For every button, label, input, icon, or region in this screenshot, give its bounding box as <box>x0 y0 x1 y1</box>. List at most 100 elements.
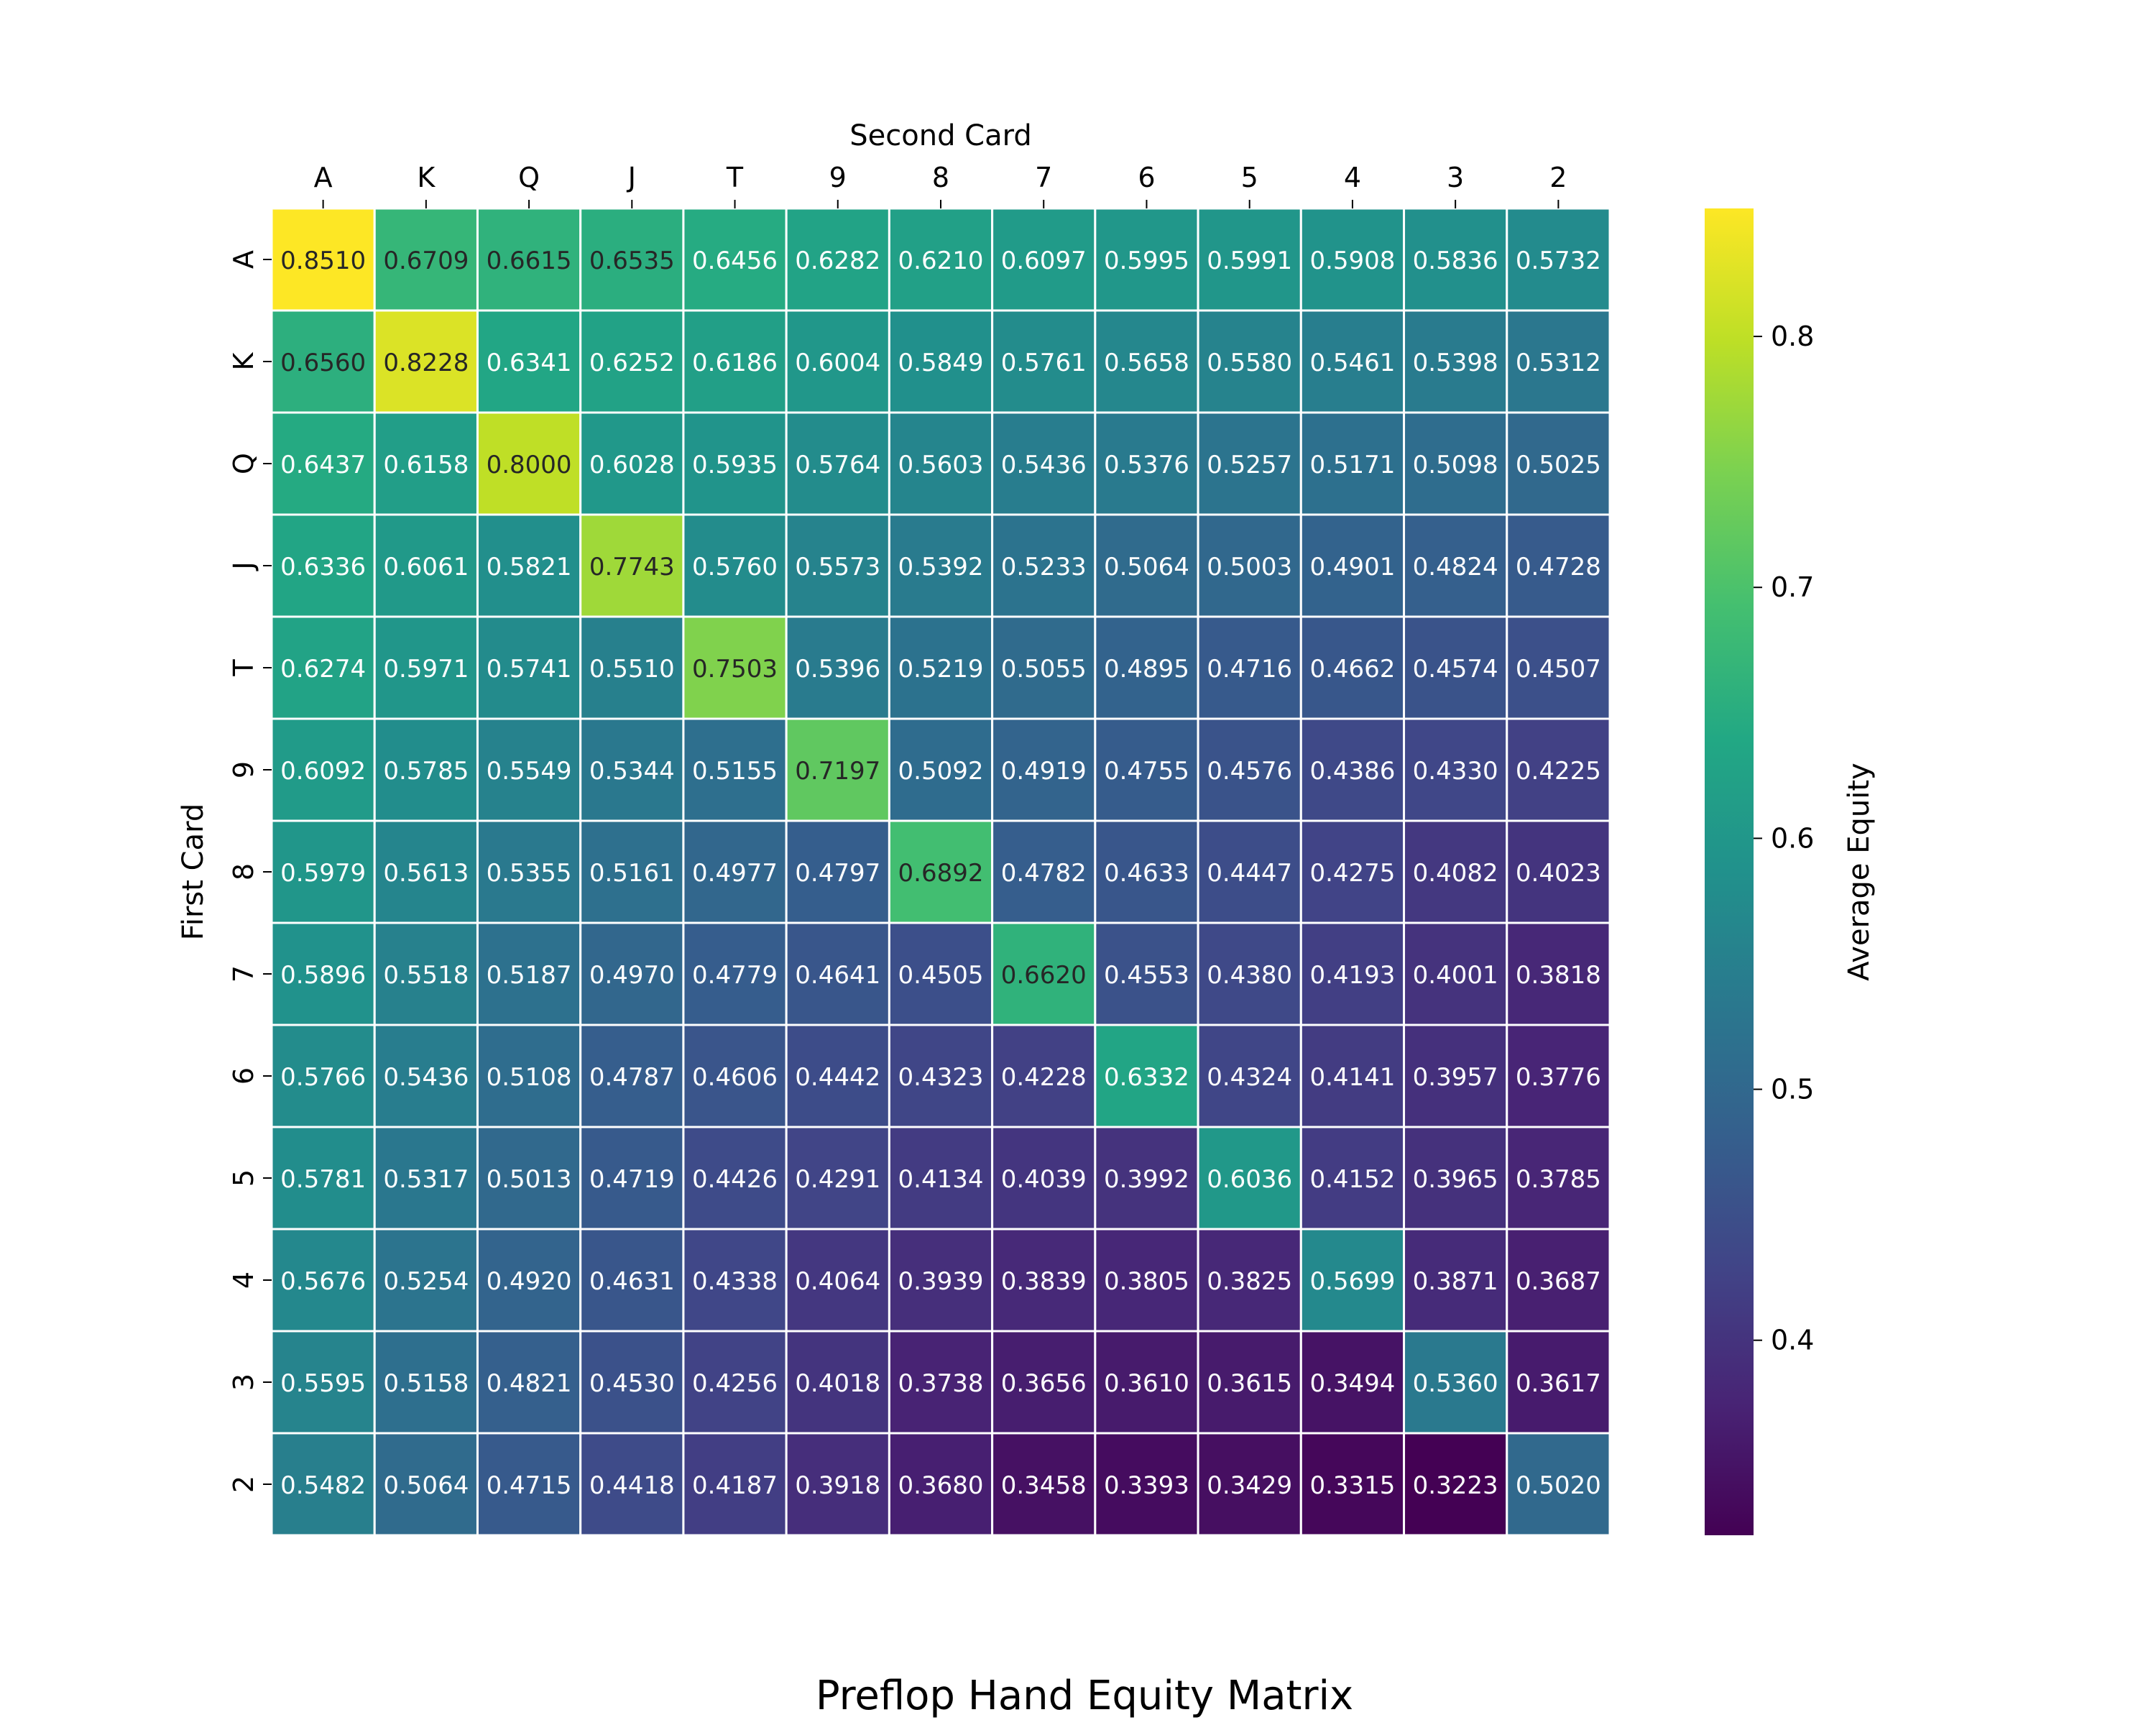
cell-value-label: 0.6709 <box>383 247 469 275</box>
cell-value-label: 0.5392 <box>898 553 984 581</box>
heatmap-cell <box>1197 1432 1302 1537</box>
heatmap-cell <box>476 717 582 822</box>
cell-value-label: 0.8000 <box>487 451 572 479</box>
heatmap-cell <box>476 615 582 720</box>
cell-value-label: 0.5603 <box>898 451 984 479</box>
cell-value-label: 0.4641 <box>795 961 880 990</box>
heatmap-cell <box>270 207 376 312</box>
x-tick-label: 8 <box>932 162 949 193</box>
heatmap-cell <box>579 513 685 618</box>
cell-value-label: 0.4755 <box>1104 757 1189 786</box>
cell-value-label: 0.4338 <box>692 1267 778 1296</box>
colorbar: 0.4 0.5 0.6 0.7 0.8 <box>1705 208 1814 1535</box>
heatmap-cell <box>1094 1228 1199 1333</box>
cell-value-label: 0.5064 <box>1104 553 1189 581</box>
heatmap-cell <box>1299 717 1406 822</box>
cell-value-label: 0.3615 <box>1207 1369 1292 1398</box>
cell-value-label: 0.4001 <box>1413 961 1498 990</box>
heatmap-cell <box>785 309 890 414</box>
heatmap-cell <box>1094 309 1199 414</box>
cell-value-label: 0.6282 <box>795 247 880 275</box>
cell-value-label: 0.5398 <box>1413 349 1498 377</box>
heatmap-cell <box>888 513 994 618</box>
x-tick-label: Q <box>518 162 540 193</box>
heatmap-cell <box>682 1330 788 1435</box>
cell-value-label: 0.5257 <box>1207 451 1292 479</box>
heatmap-cell <box>1403 717 1508 822</box>
heatmap-cell <box>579 921 685 1026</box>
cell-value-label: 0.4920 <box>487 1267 572 1296</box>
cell-value-label: 0.4576 <box>1207 757 1292 786</box>
cell-value-label: 0.5020 <box>1516 1471 1601 1500</box>
heatmap-cell <box>476 411 582 516</box>
heatmap-cell <box>1197 309 1302 414</box>
cell-value-label: 0.4507 <box>1516 655 1601 684</box>
cell-value-label: 0.5482 <box>280 1471 366 1500</box>
heatmap-cell <box>991 1330 1097 1435</box>
heatmap-cell <box>1403 615 1508 720</box>
heatmap-cell <box>373 411 479 516</box>
cell-value-label: 0.4418 <box>589 1471 675 1500</box>
heatmap-cell <box>1506 1228 1611 1333</box>
heatmap-cell <box>785 921 890 1026</box>
x-axis-label: Second Card <box>849 119 1032 152</box>
x-tick-label: 5 <box>1241 162 1258 193</box>
cell-value-label: 0.3957 <box>1413 1063 1498 1092</box>
heatmap-cell <box>1299 1126 1406 1230</box>
cell-value-label: 0.4082 <box>1413 859 1498 888</box>
heatmap-cell <box>785 1432 890 1537</box>
colorbar-label: Average Equity <box>1843 763 1876 980</box>
heatmap-cell <box>1506 411 1611 516</box>
heatmap-cell <box>270 1432 376 1537</box>
cell-value-label: 0.5595 <box>280 1369 366 1398</box>
cell-value-label: 0.8228 <box>383 349 469 377</box>
cell-value-label: 0.3458 <box>1001 1471 1087 1500</box>
heatmap-cell <box>373 1228 479 1333</box>
cell-value-label: 0.7503 <box>692 655 778 684</box>
cell-value-label: 0.3776 <box>1516 1063 1601 1092</box>
cell-value-label: 0.3992 <box>1104 1165 1189 1194</box>
cell-value-label: 0.4782 <box>1001 859 1087 888</box>
cell-value-label: 0.5161 <box>589 859 675 888</box>
cell-value-label: 0.5518 <box>383 961 469 990</box>
cell-value-label: 0.3223 <box>1413 1471 1498 1500</box>
y-axis-label: First Card <box>177 804 210 940</box>
cell-value-label: 0.6535 <box>589 247 675 275</box>
x-tick-label: T <box>726 162 744 193</box>
heatmap-cell <box>373 1126 479 1230</box>
cell-value-label: 0.4715 <box>487 1471 572 1500</box>
cell-value-label: 0.4380 <box>1207 961 1292 990</box>
heatmap-cell <box>476 1024 582 1128</box>
cell-value-label: 0.4970 <box>589 961 675 990</box>
cell-value-label: 0.5219 <box>898 655 984 684</box>
cell-value-label: 0.5396 <box>795 655 880 684</box>
cell-value-label: 0.4606 <box>692 1063 778 1092</box>
cell-value-label: 0.3805 <box>1104 1267 1189 1296</box>
heatmap-cell <box>1197 717 1302 822</box>
cell-value-label: 0.4291 <box>795 1165 880 1194</box>
cell-value-label: 0.3656 <box>1001 1369 1087 1398</box>
y-tick-label: 5 <box>228 1169 259 1187</box>
cell-value-label: 0.4330 <box>1413 757 1498 786</box>
colorbar-tick-label: 0.4 <box>1771 1325 1814 1356</box>
heatmap-cell <box>1197 411 1302 516</box>
heatmap-cell <box>785 207 890 312</box>
cell-value-label: 0.3315 <box>1309 1471 1395 1500</box>
heatmap-cell <box>1403 1228 1508 1333</box>
heatmap-cell <box>476 1330 582 1435</box>
cell-value-label: 0.6341 <box>487 349 572 377</box>
cell-value-label: 0.6210 <box>898 247 984 275</box>
heatmap-cell <box>682 309 788 414</box>
heatmap-cell <box>888 1432 994 1537</box>
cell-value-label: 0.4797 <box>795 859 880 888</box>
cell-value-label: 0.5013 <box>487 1165 572 1194</box>
heatmap-cell <box>682 921 788 1026</box>
heatmap-cell <box>1094 1330 1199 1435</box>
cell-value-label: 0.3965 <box>1413 1165 1498 1194</box>
cell-value-label: 0.5355 <box>487 859 572 888</box>
cell-value-label: 0.5025 <box>1516 451 1601 479</box>
heatmap-cell <box>991 921 1097 1026</box>
cell-value-label: 0.6620 <box>1001 961 1087 990</box>
cell-value-label: 0.5233 <box>1001 553 1087 581</box>
